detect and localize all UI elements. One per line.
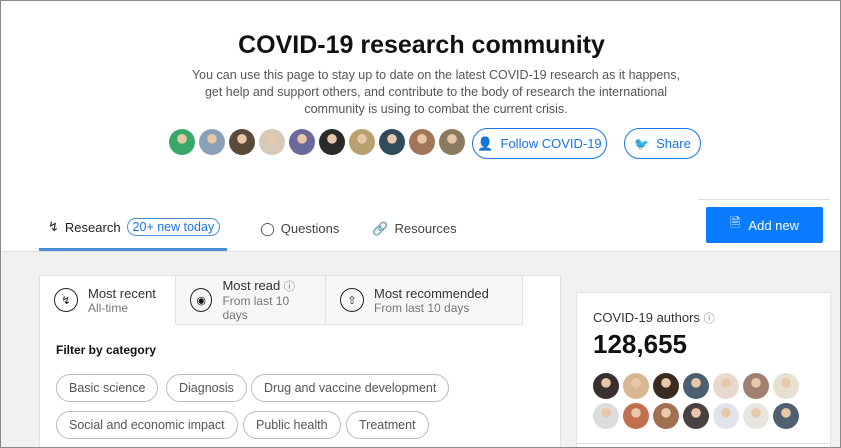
avatar[interactable] bbox=[439, 129, 465, 155]
authors-count: 128,655 bbox=[593, 329, 687, 359]
eye-icon: ◉ bbox=[190, 288, 213, 312]
page-description: You can use this page to stay up to date… bbox=[191, 68, 681, 116]
avatar[interactable] bbox=[259, 129, 285, 155]
new-today-badge: 20+ new today bbox=[126, 218, 221, 236]
page-title: COVID-19 research community bbox=[238, 31, 605, 59]
divider bbox=[698, 199, 830, 200]
tab-label: Questions bbox=[280, 221, 340, 236]
avatar[interactable] bbox=[773, 373, 799, 399]
avatar[interactable] bbox=[169, 129, 195, 155]
avatar[interactable] bbox=[349, 129, 375, 155]
add-person-icon: 👤 bbox=[477, 135, 494, 151]
avatar[interactable] bbox=[743, 373, 769, 399]
arrow-up-icon: ⇧ bbox=[340, 288, 364, 312]
avatar[interactable] bbox=[713, 373, 739, 399]
avatar[interactable] bbox=[683, 403, 709, 429]
filter-title: Filter by category bbox=[56, 343, 157, 357]
avatar[interactable] bbox=[593, 403, 619, 429]
sort-label: Most read bbox=[222, 278, 281, 293]
avatar[interactable] bbox=[229, 129, 255, 155]
category-chip[interactable]: Public health bbox=[243, 411, 341, 439]
avatar[interactable] bbox=[379, 129, 405, 155]
authors-title: COVID-19 authors ⓘ bbox=[593, 310, 715, 326]
avatar[interactable] bbox=[683, 373, 709, 399]
avatar[interactable] bbox=[653, 373, 679, 399]
category-chip[interactable]: Basic science bbox=[56, 374, 159, 402]
share-button[interactable]: 🐦 Share bbox=[624, 128, 701, 159]
category-chip[interactable]: Social and economic impact bbox=[56, 411, 238, 439]
author-avatars bbox=[593, 373, 799, 429]
question-bubble-icon: ◯ bbox=[260, 220, 275, 236]
sort-sub: All-time bbox=[88, 300, 129, 315]
sort-most-recent[interactable]: ↯ Most recent All-time bbox=[40, 276, 176, 325]
avatar[interactable] bbox=[623, 373, 649, 399]
info-icon[interactable]: ⓘ bbox=[283, 281, 295, 293]
add-new-label: Add new bbox=[748, 217, 800, 233]
avatar[interactable] bbox=[593, 373, 619, 399]
content-area: ↯ Most recent All-time ◉ Most read ⓘ From … bbox=[1, 251, 840, 447]
sort-most-recommended[interactable]: ⇧ Most recommended From last 10 days bbox=[326, 276, 523, 325]
category-chip[interactable]: Treatment bbox=[346, 411, 429, 439]
avatar[interactable] bbox=[319, 129, 345, 155]
sort-tabs: ↯ Most recent All-time ◉ Most read ⓘ From … bbox=[40, 276, 523, 325]
link-icon: 🔗 bbox=[372, 220, 389, 236]
avatar[interactable] bbox=[743, 403, 769, 429]
follow-button[interactable]: 👤 Follow COVID-19 bbox=[472, 128, 607, 159]
activity-icon: ↯ bbox=[54, 288, 78, 312]
sort-sub: From last 10 days bbox=[374, 300, 470, 315]
info-icon[interactable]: ⓘ bbox=[703, 313, 715, 325]
add-new-button[interactable]: 🗎 Add new bbox=[706, 207, 823, 243]
category-chip[interactable]: Drug and vaccine development bbox=[251, 374, 450, 402]
tab-label: Research bbox=[64, 219, 121, 235]
tab-research[interactable]: ↯ Research 20+ new today bbox=[39, 206, 228, 251]
avatar[interactable] bbox=[653, 403, 679, 429]
member-avatars bbox=[169, 129, 465, 155]
authors-card: COVID-19 authors ⓘ 128,655 bbox=[576, 292, 831, 447]
avatar[interactable] bbox=[713, 403, 739, 429]
avatar[interactable] bbox=[289, 129, 315, 155]
activity-icon: ↯ bbox=[48, 219, 59, 234]
avatar[interactable] bbox=[773, 403, 799, 429]
follow-label: Follow COVID-19 bbox=[500, 136, 602, 151]
category-chip[interactable]: Diagnosis bbox=[166, 374, 247, 402]
tab-questions[interactable]: ◯ Questions bbox=[251, 206, 339, 251]
avatar[interactable] bbox=[409, 129, 435, 155]
sort-most-read[interactable]: ◉ Most read ⓘ From last 10 days bbox=[176, 276, 326, 325]
nav-tabs: ↯ Research 20+ new today ◯ Questions 🔗 R… bbox=[39, 206, 457, 251]
sort-label: Most recent bbox=[88, 285, 156, 301]
twitter-icon: 🐦 bbox=[634, 136, 650, 151]
file-upload-icon: 🗎 bbox=[729, 215, 741, 230]
avatar[interactable] bbox=[623, 403, 649, 429]
authors-label: COVID-19 authors bbox=[593, 310, 700, 325]
feed-card: ↯ Most recent All-time ◉ Most read ⓘ From … bbox=[39, 275, 561, 447]
share-label: Share bbox=[656, 136, 691, 151]
sort-sub: From last 10 days bbox=[222, 294, 290, 322]
sort-label: Most recommended bbox=[374, 285, 489, 301]
avatar[interactable] bbox=[199, 129, 225, 155]
tab-resources[interactable]: 🔗 Resources bbox=[363, 206, 456, 251]
tab-label: Resources bbox=[394, 221, 457, 236]
divider bbox=[577, 443, 830, 444]
